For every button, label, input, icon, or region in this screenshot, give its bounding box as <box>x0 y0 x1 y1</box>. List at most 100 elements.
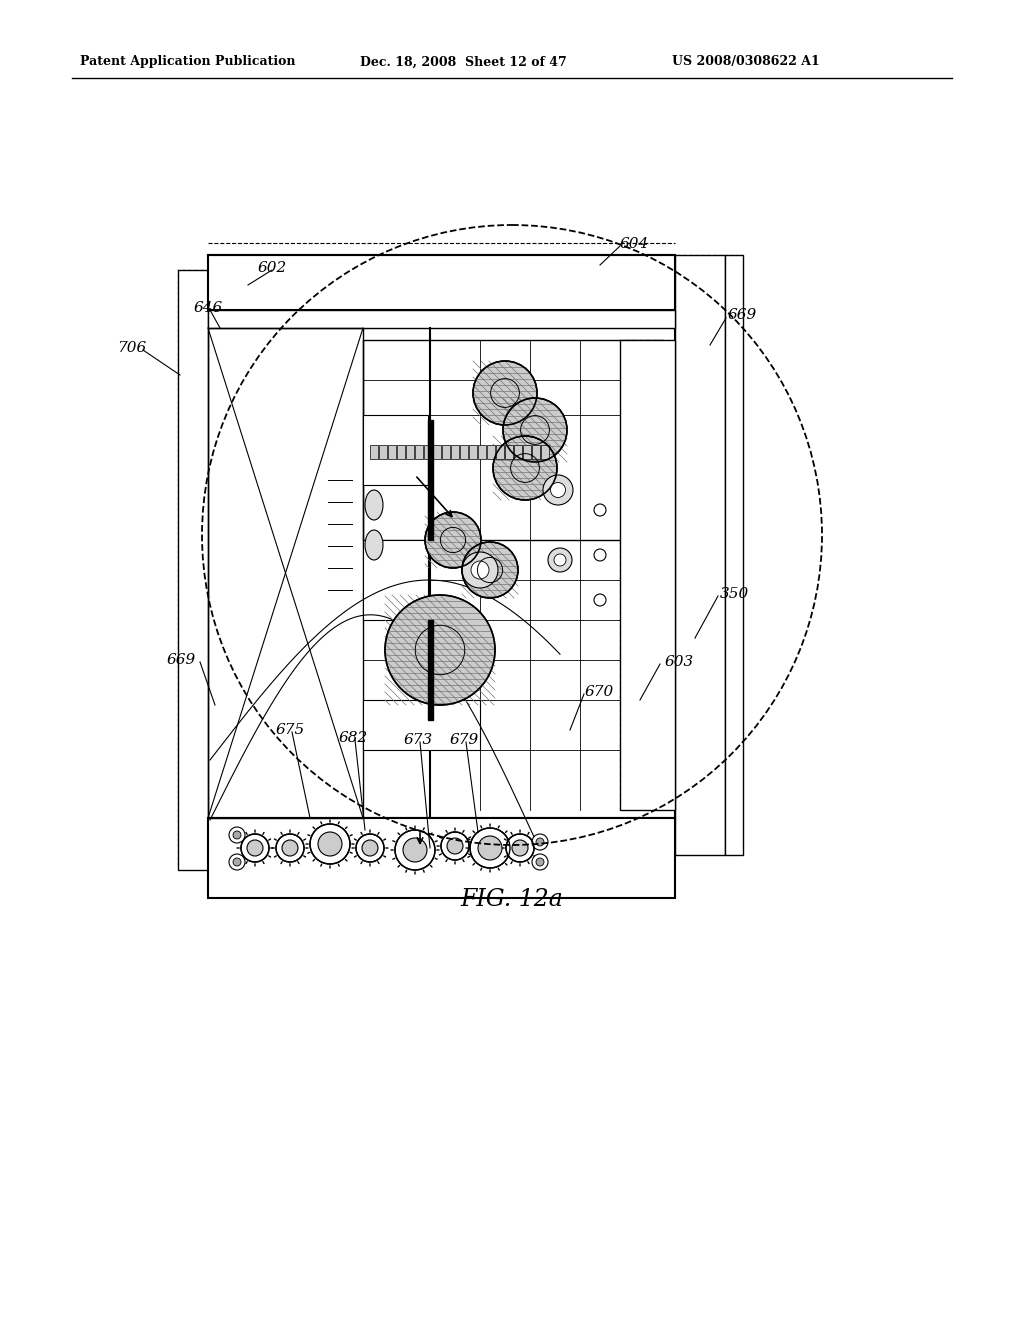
Bar <box>397 445 406 459</box>
Bar <box>362 341 663 540</box>
FancyArrowPatch shape <box>361 862 362 863</box>
Text: 669: 669 <box>167 653 196 667</box>
FancyArrowPatch shape <box>298 862 299 863</box>
Text: 675: 675 <box>275 723 304 737</box>
Circle shape <box>276 834 304 862</box>
FancyArrowPatch shape <box>313 828 314 829</box>
Circle shape <box>229 828 245 843</box>
Circle shape <box>532 854 548 870</box>
Text: 706: 706 <box>118 341 146 355</box>
Text: 679: 679 <box>450 733 478 747</box>
Text: US 2008/0308622 A1: US 2008/0308622 A1 <box>672 55 820 69</box>
Bar <box>451 445 459 459</box>
FancyArrowPatch shape <box>246 833 247 834</box>
FancyArrowPatch shape <box>246 862 247 863</box>
Circle shape <box>247 840 263 855</box>
FancyArrowPatch shape <box>473 832 474 833</box>
FancyArrowPatch shape <box>430 833 432 834</box>
Circle shape <box>462 543 518 598</box>
Circle shape <box>548 548 572 572</box>
Bar <box>523 445 531 459</box>
Circle shape <box>356 834 384 862</box>
Circle shape <box>503 399 567 462</box>
Circle shape <box>536 858 544 866</box>
Text: 682: 682 <box>338 731 368 744</box>
Circle shape <box>473 360 537 425</box>
FancyArrowPatch shape <box>345 859 347 861</box>
Bar <box>505 445 513 459</box>
Ellipse shape <box>365 531 383 560</box>
Bar <box>541 445 549 459</box>
Text: 670: 670 <box>585 685 614 700</box>
Bar <box>388 445 396 459</box>
Bar <box>406 445 414 459</box>
FancyArrowPatch shape <box>511 833 512 834</box>
Text: 350: 350 <box>720 587 750 601</box>
Circle shape <box>551 483 565 498</box>
Circle shape <box>554 554 566 566</box>
Bar <box>370 445 378 459</box>
FancyArrowPatch shape <box>281 833 282 834</box>
Text: 602: 602 <box>257 261 287 275</box>
FancyArrowPatch shape <box>313 859 314 861</box>
Bar <box>428 620 433 719</box>
Ellipse shape <box>365 490 383 520</box>
Text: Patent Application Publication: Patent Application Publication <box>80 55 296 69</box>
Circle shape <box>441 832 469 861</box>
Circle shape <box>282 840 298 855</box>
Circle shape <box>385 595 495 705</box>
Circle shape <box>241 834 269 862</box>
Text: Dec. 18, 2008  Sheet 12 of 47: Dec. 18, 2008 Sheet 12 of 47 <box>360 55 566 69</box>
FancyArrowPatch shape <box>263 862 264 863</box>
FancyArrowPatch shape <box>473 863 474 865</box>
FancyArrowPatch shape <box>398 833 399 834</box>
FancyArrowPatch shape <box>430 866 432 867</box>
Circle shape <box>532 834 548 850</box>
Circle shape <box>594 549 606 561</box>
FancyArrowPatch shape <box>378 862 379 863</box>
Circle shape <box>310 824 350 865</box>
Text: 646: 646 <box>194 301 222 315</box>
FancyArrowPatch shape <box>398 866 399 867</box>
Text: 669: 669 <box>728 308 758 322</box>
Bar <box>478 445 486 459</box>
Circle shape <box>447 838 463 854</box>
FancyArrowPatch shape <box>506 863 507 865</box>
Text: 603: 603 <box>665 655 694 669</box>
Circle shape <box>229 854 245 870</box>
Circle shape <box>536 838 544 846</box>
Circle shape <box>233 858 241 866</box>
Bar <box>379 445 387 459</box>
FancyArrowPatch shape <box>506 832 507 833</box>
Text: FIG. 12a: FIG. 12a <box>461 888 563 912</box>
Bar <box>487 445 495 459</box>
Text: 604: 604 <box>620 238 649 251</box>
Bar <box>620 341 675 810</box>
Circle shape <box>395 830 435 870</box>
Circle shape <box>543 475 573 506</box>
FancyArrowPatch shape <box>281 862 282 863</box>
FancyArrowPatch shape <box>298 833 299 834</box>
Bar <box>460 445 468 459</box>
Bar <box>208 327 675 818</box>
Circle shape <box>425 512 481 568</box>
Bar <box>208 327 362 818</box>
Circle shape <box>233 832 241 840</box>
FancyArrowPatch shape <box>378 833 379 834</box>
FancyArrowPatch shape <box>345 828 347 829</box>
Bar <box>514 445 522 459</box>
Bar <box>532 445 540 459</box>
Text: 673: 673 <box>403 733 432 747</box>
Circle shape <box>362 840 378 855</box>
Circle shape <box>471 561 489 579</box>
FancyArrowPatch shape <box>361 833 362 834</box>
Bar <box>415 445 423 459</box>
FancyArrowPatch shape <box>446 859 447 862</box>
Circle shape <box>506 834 534 862</box>
Bar <box>469 445 477 459</box>
Bar <box>362 540 428 620</box>
Circle shape <box>478 836 502 861</box>
Circle shape <box>403 838 427 862</box>
Circle shape <box>493 436 557 500</box>
FancyArrowPatch shape <box>446 830 447 833</box>
